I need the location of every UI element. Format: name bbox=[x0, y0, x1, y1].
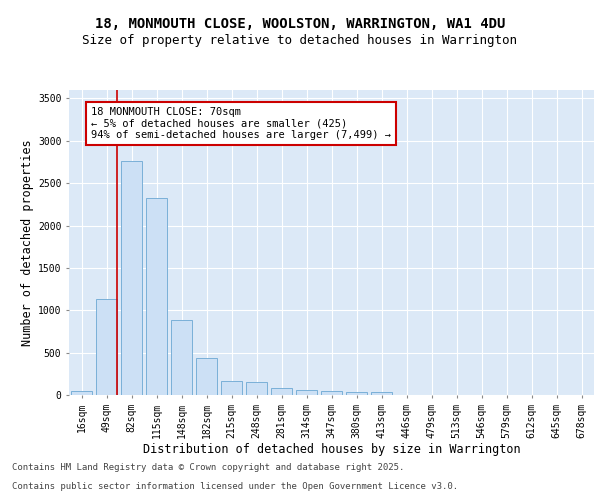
Bar bbox=[171, 320, 192, 395]
Text: Contains public sector information licensed under the Open Government Licence v3: Contains public sector information licen… bbox=[12, 482, 458, 491]
Text: 18 MONMOUTH CLOSE: 70sqm
← 5% of detached houses are smaller (425)
94% of semi-d: 18 MONMOUTH CLOSE: 70sqm ← 5% of detache… bbox=[91, 107, 391, 140]
X-axis label: Distribution of detached houses by size in Warrington: Distribution of detached houses by size … bbox=[143, 444, 520, 456]
Bar bbox=[321, 391, 342, 395]
Bar bbox=[121, 161, 142, 395]
Bar bbox=[196, 358, 217, 395]
Bar bbox=[346, 392, 367, 395]
Bar bbox=[246, 382, 267, 395]
Bar bbox=[271, 388, 292, 395]
Bar bbox=[371, 392, 392, 395]
Bar bbox=[71, 391, 92, 395]
Text: Size of property relative to detached houses in Warrington: Size of property relative to detached ho… bbox=[83, 34, 517, 47]
Bar bbox=[221, 381, 242, 395]
Bar bbox=[296, 390, 317, 395]
Bar bbox=[96, 300, 117, 395]
Bar bbox=[146, 198, 167, 395]
Text: 18, MONMOUTH CLOSE, WOOLSTON, WARRINGTON, WA1 4DU: 18, MONMOUTH CLOSE, WOOLSTON, WARRINGTON… bbox=[95, 18, 505, 32]
Text: Contains HM Land Registry data © Crown copyright and database right 2025.: Contains HM Land Registry data © Crown c… bbox=[12, 464, 404, 472]
Y-axis label: Number of detached properties: Number of detached properties bbox=[20, 139, 34, 346]
